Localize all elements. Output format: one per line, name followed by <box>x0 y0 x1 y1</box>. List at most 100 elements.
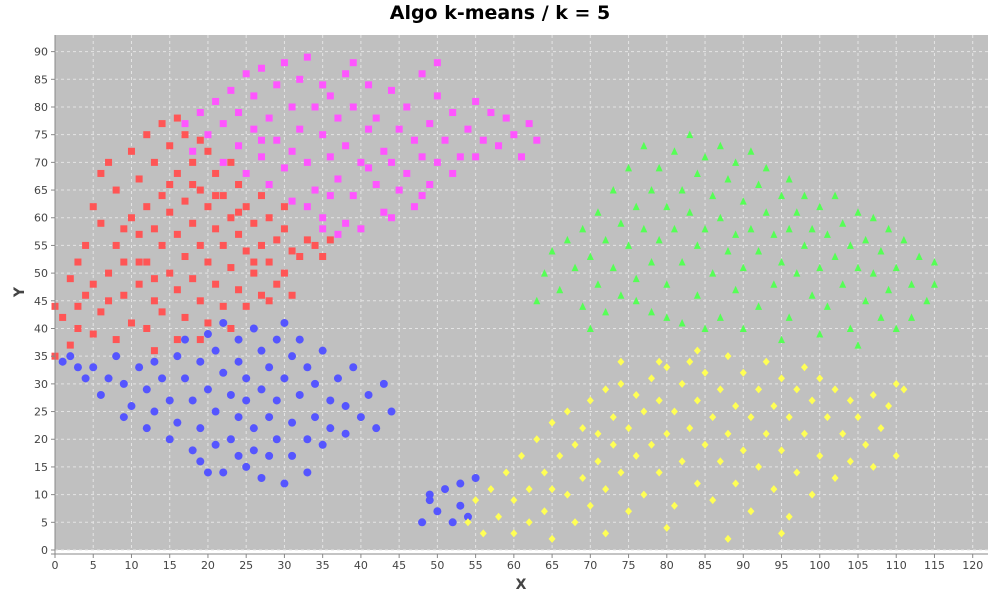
data-point <box>441 136 449 144</box>
data-point <box>877 313 885 321</box>
data-point <box>854 208 862 216</box>
data-point <box>250 219 258 227</box>
data-point <box>112 186 120 194</box>
data-point <box>219 192 227 200</box>
x-tick-label: 60 <box>507 559 521 572</box>
data-point <box>548 534 556 543</box>
data-point <box>150 407 159 416</box>
data-point <box>846 241 854 249</box>
data-point <box>295 390 304 399</box>
data-point <box>280 164 288 172</box>
data-point <box>227 214 235 222</box>
data-point <box>755 246 763 255</box>
data-point <box>709 413 717 422</box>
data-point <box>418 518 427 527</box>
data-point <box>869 269 877 277</box>
data-point <box>594 208 602 216</box>
data-point <box>816 330 824 338</box>
data-point <box>173 352 182 361</box>
data-point <box>166 269 174 277</box>
data-point <box>219 158 227 166</box>
data-point <box>908 280 916 288</box>
data-point <box>885 285 893 294</box>
data-point <box>250 125 258 133</box>
data-point <box>632 202 640 211</box>
data-point <box>387 158 395 166</box>
data-point <box>930 258 938 266</box>
data-point <box>732 402 740 411</box>
data-point <box>227 264 235 272</box>
data-point <box>173 286 181 294</box>
data-point <box>425 496 434 505</box>
data-point <box>181 131 189 139</box>
data-point <box>862 296 870 305</box>
data-point <box>594 429 602 438</box>
x-tick-label: 110 <box>886 559 907 572</box>
data-point <box>739 446 747 455</box>
data-point <box>556 285 564 294</box>
data-point <box>709 496 717 505</box>
data-point <box>670 501 678 510</box>
data-point <box>349 192 357 200</box>
x-tick-label: 100 <box>809 559 830 572</box>
x-tick-label: 5 <box>90 559 97 572</box>
data-point <box>716 457 724 466</box>
data-point <box>303 158 311 166</box>
data-point <box>334 114 342 122</box>
data-point <box>479 529 487 538</box>
y-tick-label: 80 <box>34 101 48 114</box>
data-point <box>755 302 763 310</box>
data-point <box>448 518 457 527</box>
data-point <box>219 120 227 128</box>
data-point <box>280 479 289 488</box>
data-point <box>212 225 220 233</box>
data-point <box>303 236 311 244</box>
data-point <box>203 330 212 339</box>
data-point <box>533 435 541 444</box>
data-point <box>609 413 617 422</box>
data-point <box>158 308 166 316</box>
data-point <box>625 163 633 172</box>
data-point <box>188 396 197 405</box>
data-point <box>747 224 755 233</box>
data-point <box>166 208 174 216</box>
data-point <box>120 291 128 299</box>
data-point <box>403 103 411 111</box>
data-point <box>120 258 128 266</box>
data-point <box>204 147 212 155</box>
data-point <box>800 363 808 372</box>
data-point <box>303 53 311 61</box>
data-point <box>97 308 105 316</box>
data-point <box>892 324 900 332</box>
data-point <box>648 186 656 194</box>
data-point <box>510 496 518 505</box>
data-point <box>158 241 166 249</box>
data-point <box>525 518 533 527</box>
data-point <box>663 523 671 532</box>
data-point <box>135 258 143 266</box>
data-point <box>196 336 204 344</box>
y-tick-label: 10 <box>34 489 48 502</box>
data-point <box>732 158 740 166</box>
data-point <box>188 446 197 455</box>
data-point <box>778 335 786 344</box>
data-point <box>319 81 327 89</box>
data-point <box>295 335 304 344</box>
data-point <box>778 258 786 266</box>
data-point <box>464 125 472 133</box>
data-point <box>257 153 265 161</box>
data-point <box>211 346 220 355</box>
data-point <box>112 352 121 361</box>
data-point <box>357 225 365 233</box>
data-point <box>433 92 441 100</box>
data-point <box>242 302 250 310</box>
data-point <box>908 313 916 321</box>
data-point <box>410 203 418 211</box>
x-tick-label: 105 <box>847 559 868 572</box>
data-point <box>212 97 220 105</box>
data-point <box>119 379 128 388</box>
data-point <box>762 429 770 438</box>
data-point <box>189 219 197 227</box>
data-point <box>203 468 212 477</box>
data-point <box>120 225 128 233</box>
